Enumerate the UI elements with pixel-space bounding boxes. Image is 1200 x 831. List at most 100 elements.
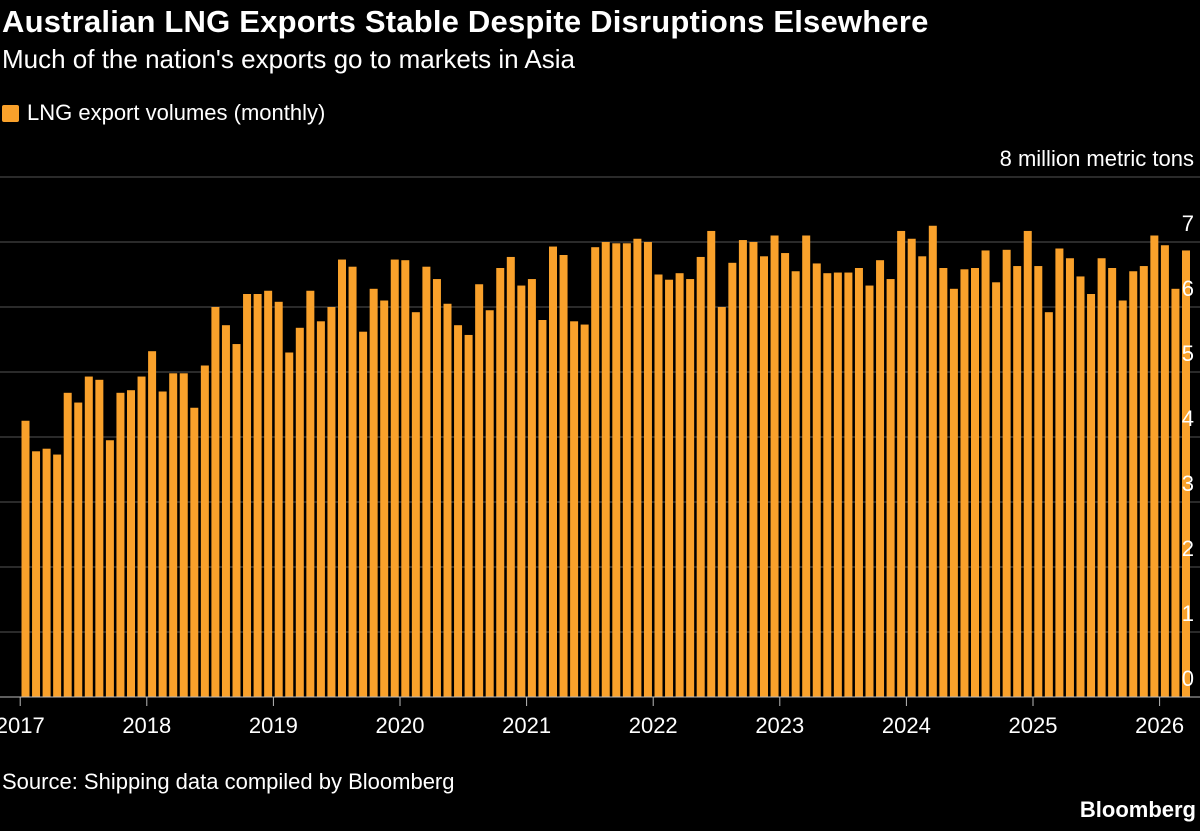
bar [665, 279, 674, 697]
bar [728, 262, 737, 697]
bar [454, 325, 463, 697]
y-tick-label: 7 [1182, 211, 1194, 236]
bar [949, 288, 958, 697]
bar [643, 242, 652, 697]
bar [306, 290, 315, 697]
bar [1097, 258, 1106, 697]
bar [243, 294, 252, 697]
bar [749, 242, 758, 697]
bar [295, 327, 304, 697]
chart-subtitle: Much of the nation's exports go to marke… [2, 44, 575, 74]
bar [1118, 300, 1127, 697]
bar [137, 376, 146, 697]
bar [760, 256, 768, 697]
y-tick-label: 2 [1182, 536, 1194, 561]
bar [527, 279, 536, 697]
x-tick-label: 2018 [122, 713, 171, 738]
bar [612, 243, 621, 698]
bar [960, 269, 969, 697]
bar [865, 285, 874, 697]
bar [485, 310, 494, 697]
bar [316, 321, 325, 697]
bar [369, 288, 378, 697]
x-tick-label: 2022 [629, 713, 678, 738]
bar [496, 268, 505, 697]
legend-swatch [2, 104, 19, 122]
bar [32, 451, 41, 697]
bar [1034, 266, 1043, 697]
bar [74, 402, 83, 697]
bar [633, 238, 642, 697]
bar [791, 271, 800, 697]
x-tick-label: 2020 [376, 713, 425, 738]
bar [1087, 294, 1096, 697]
bar [559, 255, 568, 697]
bar [823, 273, 832, 697]
bar [42, 448, 51, 697]
bar [1108, 268, 1117, 697]
legend-label: LNG export volumes (monthly) [27, 100, 326, 125]
bar [285, 352, 294, 697]
bar [1065, 258, 1074, 697]
y-tick-label: 1 [1182, 601, 1194, 626]
x-tick-label: 2019 [249, 713, 298, 738]
y-tick-label: 0 [1182, 666, 1194, 691]
bar [738, 240, 747, 698]
bar [939, 268, 948, 697]
bar [1160, 245, 1169, 697]
bar [580, 324, 589, 697]
x-tick-label: 2024 [882, 713, 931, 738]
bar [475, 284, 484, 697]
bar [517, 285, 526, 697]
bar [717, 307, 726, 697]
bloomberg-logo: Bloomberg [1079, 797, 1196, 822]
bar [886, 279, 895, 697]
chart-title: Australian LNG Exports Stable Despite Di… [2, 4, 929, 39]
x-tick-label: 2023 [755, 713, 804, 738]
bar [696, 256, 705, 697]
bar [981, 250, 990, 697]
bar [812, 263, 821, 697]
bar [253, 294, 262, 697]
bar [53, 454, 62, 697]
bar [158, 391, 167, 697]
bar [169, 373, 178, 697]
bar [675, 273, 684, 697]
bar [781, 253, 790, 698]
y-tick-label: 4 [1182, 406, 1194, 431]
bar [211, 307, 220, 697]
bar [971, 268, 979, 697]
bar [21, 420, 30, 697]
bar [1044, 312, 1053, 697]
bar [84, 376, 93, 697]
bar [1139, 266, 1148, 697]
bar [264, 290, 273, 697]
bar [591, 247, 600, 697]
bar [443, 303, 452, 697]
bar [897, 230, 906, 697]
bar [1023, 230, 1032, 697]
bar [200, 365, 209, 697]
bar [802, 235, 811, 697]
bar [359, 331, 368, 697]
bar [1150, 235, 1159, 697]
bar [928, 225, 937, 697]
bar [1055, 248, 1064, 697]
bar [844, 272, 853, 697]
bar [274, 301, 283, 697]
bar [338, 259, 346, 697]
bar [549, 246, 557, 698]
bar [506, 256, 515, 697]
bar [95, 379, 104, 697]
bar [116, 392, 125, 697]
bar [1171, 288, 1180, 697]
x-tick-label: 2026 [1135, 713, 1184, 738]
bar [686, 279, 695, 697]
y-tick-label: 5 [1182, 341, 1194, 366]
bar [833, 272, 842, 697]
x-tick-label: 2017 [0, 713, 45, 738]
bar [127, 390, 135, 697]
bar [1013, 266, 1022, 697]
x-tick-label: 2025 [1009, 713, 1058, 738]
